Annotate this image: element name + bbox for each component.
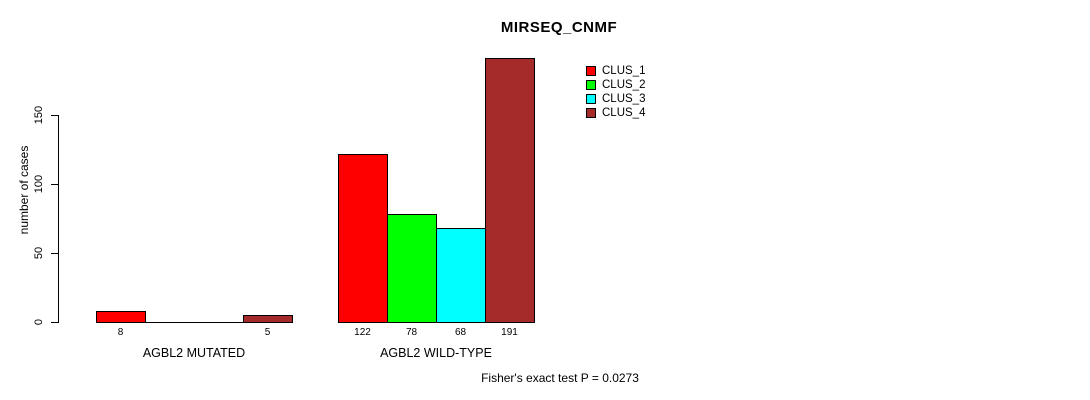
- legend-item-clus_3: CLUS_3: [586, 92, 645, 106]
- legend-item-clus_4: CLUS_4: [586, 106, 645, 120]
- y-tick-label: 0: [33, 318, 45, 326]
- bar-clus_2-group2: [387, 214, 437, 322]
- legend-item-clus_1: CLUS_1: [586, 64, 645, 78]
- x-category-label: AGBL2 MUTATED: [142, 346, 246, 360]
- legend-label: CLUS_2: [602, 79, 646, 91]
- y-tick-label: 150: [33, 105, 45, 125]
- group-baseline: [96, 322, 293, 323]
- stat-test-label: Fisher's exact test P = 0.0273: [481, 371, 639, 385]
- bar-value-label: 191: [501, 327, 518, 338]
- legend-label: CLUS_4: [602, 107, 646, 119]
- bar-value-label: 68: [454, 327, 467, 338]
- chart-title: MIRSEQ_CNMF: [500, 19, 618, 36]
- y-axis-label: number of cases: [17, 145, 31, 235]
- bar-value-label: 122: [354, 327, 371, 338]
- y-tick: [51, 115, 58, 116]
- legend-swatch-icon: [586, 66, 596, 76]
- bar-clus_1-group1: [96, 311, 146, 322]
- y-tick-label: 50: [33, 246, 45, 260]
- group-baseline: [338, 322, 535, 323]
- x-category-label: AGBL2 WILD-TYPE: [380, 346, 492, 360]
- legend: CLUS_1 CLUS_2 CLUS_3 CLUS_4: [586, 64, 645, 120]
- y-tick: [51, 253, 58, 254]
- legend-label: CLUS_1: [602, 65, 646, 77]
- y-tick: [51, 184, 58, 185]
- legend-swatch-icon: [586, 108, 596, 118]
- y-tick: [51, 322, 58, 323]
- legend-item-clus_2: CLUS_2: [586, 78, 645, 92]
- bar-value-label: 8: [117, 327, 124, 338]
- y-tick-label: 100: [33, 174, 45, 194]
- bar-value-label: 5: [264, 327, 271, 338]
- legend-swatch-icon: [586, 80, 596, 90]
- bar-value-label: 78: [405, 327, 418, 338]
- bar-clus_1-group2: [338, 154, 388, 322]
- legend-label: CLUS_3: [602, 93, 646, 105]
- bar-clus_3-group2: [436, 228, 486, 322]
- legend-swatch-icon: [586, 94, 596, 104]
- bar-clus_4-group2: [485, 58, 535, 322]
- y-axis-line: [58, 115, 59, 323]
- bar-clus_4-group1: [243, 315, 293, 322]
